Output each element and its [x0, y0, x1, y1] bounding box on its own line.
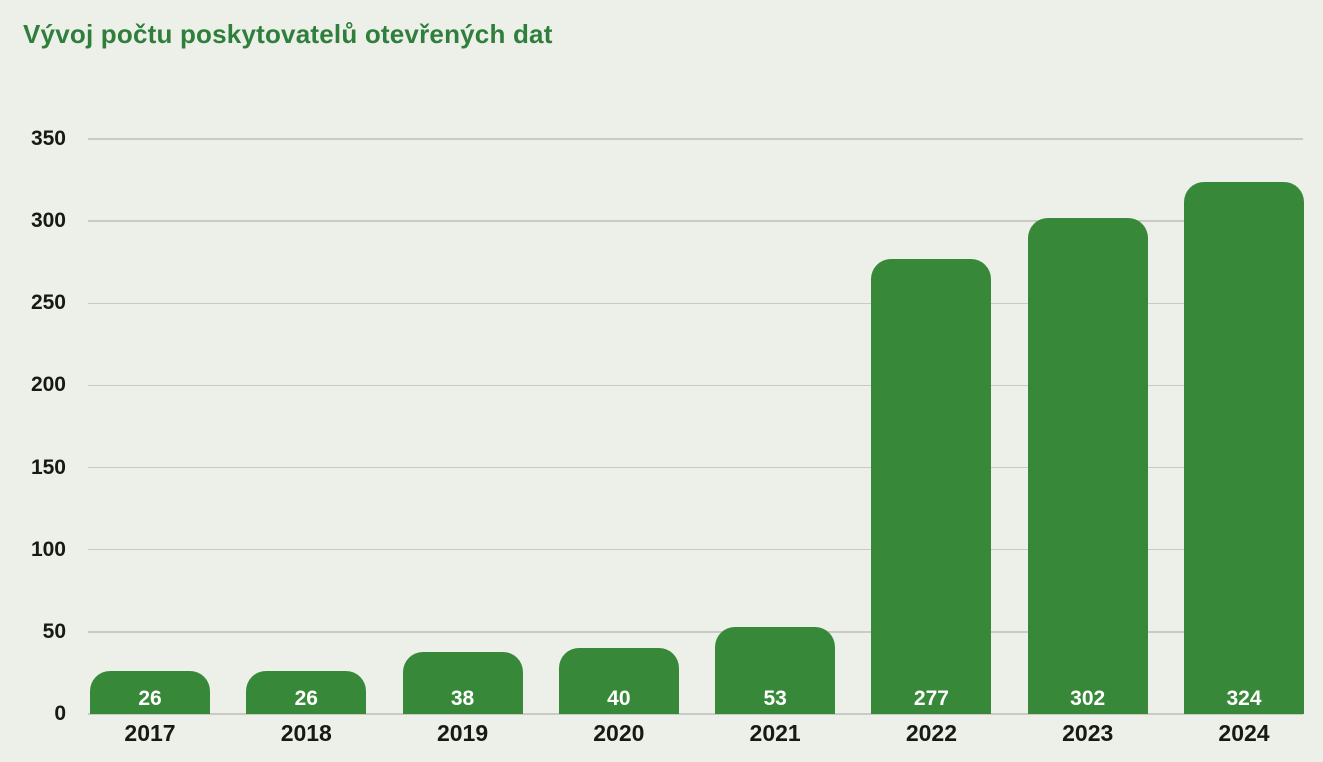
x-tick-label-2020: 2020 [593, 720, 645, 746]
bar-2022: 277 [871, 258, 992, 714]
gridline-150 [88, 466, 1303, 469]
bar-2019: 38 [402, 651, 523, 714]
bar-value-label: 324 [1226, 686, 1262, 710]
x-tick-label-2017: 2017 [124, 720, 176, 746]
bar-value-label: 53 [763, 686, 787, 710]
chart-title: Vývoj počtu poskytovatelů otevřených dat [23, 19, 553, 49]
bar-value-label: 277 [913, 686, 949, 710]
x-tick-label-2022: 2022 [905, 720, 957, 746]
bar-2018: 26 [246, 671, 367, 714]
x-tick-label-2024: 2024 [1218, 720, 1270, 746]
bar-value-label: 26 [138, 686, 162, 710]
bar-value-label: 302 [1070, 686, 1106, 710]
y-tick-label: 150 [30, 455, 66, 479]
bar-value-label: 40 [607, 686, 631, 710]
gridline-300 [88, 220, 1303, 222]
gridline-250 [88, 302, 1303, 305]
y-tick-label: 50 [42, 619, 66, 643]
y-tick-label: 100 [30, 537, 66, 561]
x-tick-label-2021: 2021 [749, 720, 801, 746]
y-tick-label: 250 [30, 291, 66, 315]
bar-2020: 40 [558, 648, 679, 714]
y-tick-label: 350 [30, 127, 66, 150]
x-tick-label-2018: 2018 [280, 720, 332, 746]
x-tick-label-2019: 2019 [436, 720, 489, 746]
y-tick-label: 300 [30, 209, 66, 233]
bar-2021: 53 [715, 626, 836, 714]
gridline-50 [88, 631, 1303, 633]
bar-2023: 302 [1027, 217, 1148, 714]
gridline-350 [88, 138, 1303, 140]
bar-value-label: 38 [450, 686, 475, 710]
bar-value-label: 26 [294, 686, 318, 710]
y-tick-label: 0 [54, 702, 66, 725]
bar-2024: 324 [1184, 181, 1304, 714]
gridline-0 [88, 713, 1303, 715]
x-tick-label-2023: 2023 [1062, 720, 1114, 746]
gridline-100 [88, 548, 1303, 551]
y-tick-label: 200 [30, 373, 66, 397]
bar-2017: 26 [90, 671, 210, 714]
gridline-200 [88, 384, 1303, 387]
